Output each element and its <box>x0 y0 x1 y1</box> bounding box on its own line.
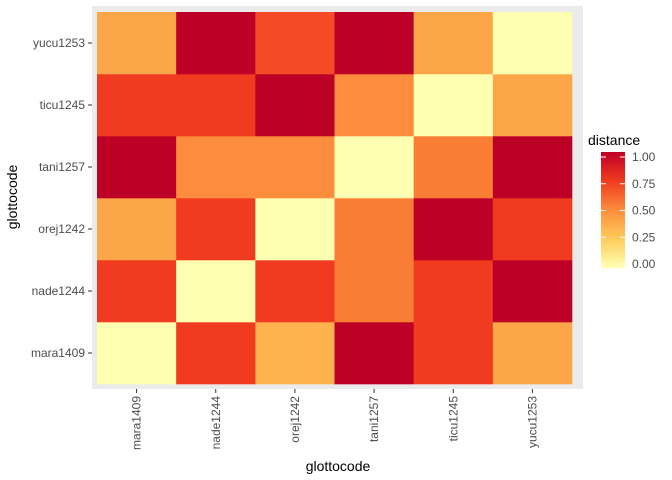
heatmap-cell-nade1244-ticu1245 <box>413 260 494 323</box>
heatmap-cell-tani1257-yucu1253 <box>492 136 573 199</box>
heatmap-cell-tani1257-ticu1245 <box>413 136 494 199</box>
y-tick-label: yucu1253 <box>33 36 85 50</box>
legend-tick-label: 0.75 <box>632 177 656 191</box>
heatmap-cell-mara1409-ticu1245 <box>413 322 494 385</box>
heatmap-cell-orej1242-tani1257 <box>334 198 414 261</box>
y-axis-title: glottocode <box>4 164 20 229</box>
heatmap-cell-yucu1253-tani1257 <box>334 12 414 75</box>
heatmap-cell-ticu1245-yucu1253 <box>492 74 573 137</box>
heatmap-cell-yucu1253-mara1409 <box>97 12 177 75</box>
heatmap-cell-ticu1245-orej1242 <box>255 74 335 137</box>
x-tick-label: mara1409 <box>130 396 144 450</box>
heatmap-cell-mara1409-yucu1253 <box>492 322 573 385</box>
y-tick-label: nade1244 <box>32 284 86 298</box>
legend-tick-label: 1.00 <box>632 150 656 164</box>
heatmap-cell-ticu1245-ticu1245 <box>413 74 494 137</box>
heatmap-cell-orej1242-nade1244 <box>176 198 256 261</box>
heatmap-cell-ticu1245-tani1257 <box>334 74 414 137</box>
heatmap-cell-tani1257-nade1244 <box>176 136 256 199</box>
heatmap-cell-nade1244-yucu1253 <box>492 260 573 323</box>
heatmap-cell-mara1409-orej1242 <box>255 322 335 385</box>
heatmap-cell-tani1257-tani1257 <box>334 136 414 199</box>
heatmap-cell-mara1409-tani1257 <box>334 322 414 385</box>
heatmap-cell-mara1409-nade1244 <box>176 322 256 385</box>
y-tick-label: ticu1245 <box>40 98 86 112</box>
y-tick-label: orej1242 <box>38 222 85 236</box>
heatmap-cell-nade1244-mara1409 <box>97 260 177 323</box>
x-tick-label: orej1242 <box>288 396 302 443</box>
x-tick-label: tani1257 <box>367 396 381 442</box>
heatmap-cell-yucu1253-nade1244 <box>176 12 256 75</box>
y-tick-label: tani1257 <box>39 160 85 174</box>
heatmap-cell-yucu1253-ticu1245 <box>413 12 494 75</box>
heatmap-cell-orej1242-mara1409 <box>97 198 177 261</box>
heatmap-cell-nade1244-orej1242 <box>255 260 335 323</box>
legend-tick-label: 0.25 <box>632 230 656 244</box>
heatmap-cell-tani1257-mara1409 <box>97 136 177 199</box>
heatmap-cell-mara1409-mara1409 <box>97 322 177 385</box>
heatmap-cell-ticu1245-nade1244 <box>176 74 256 137</box>
legend-title: distance <box>588 132 640 148</box>
legend: distance 0.00 0.25 0.50 0.75 1.00 <box>588 132 656 271</box>
heatmap-cells <box>97 12 573 385</box>
legend-tick-label: 0.00 <box>632 257 656 271</box>
x-tick-label: yucu1253 <box>525 396 539 448</box>
legend-tick-label: 0.50 <box>632 204 656 218</box>
heatmap-cell-yucu1253-orej1242 <box>255 12 335 75</box>
heatmap-cell-nade1244-nade1244 <box>176 260 256 323</box>
heatmap-cell-orej1242-orej1242 <box>255 198 335 261</box>
y-tick-label: mara1409 <box>31 346 85 360</box>
y-axis: mara1409 nade1244 orej1242 tani1257 ticu1245… <box>31 36 92 360</box>
x-tick-label: ticu1245 <box>446 396 460 442</box>
x-axis: mara1409 nade1244 orej1242 tani1257 ticu1245… <box>130 389 539 450</box>
heatmap-cell-nade1244-tani1257 <box>334 260 414 323</box>
heatmap-cell-yucu1253-yucu1253 <box>492 12 573 75</box>
heatmap-cell-orej1242-yucu1253 <box>492 198 573 261</box>
x-tick-label: nade1244 <box>209 396 223 450</box>
heatmap-cell-tani1257-orej1242 <box>255 136 335 199</box>
x-axis-title: glottocode <box>306 458 371 474</box>
heatmap-cell-orej1242-ticu1245 <box>413 198 494 261</box>
heatmap-cell-ticu1245-mara1409 <box>97 74 177 137</box>
